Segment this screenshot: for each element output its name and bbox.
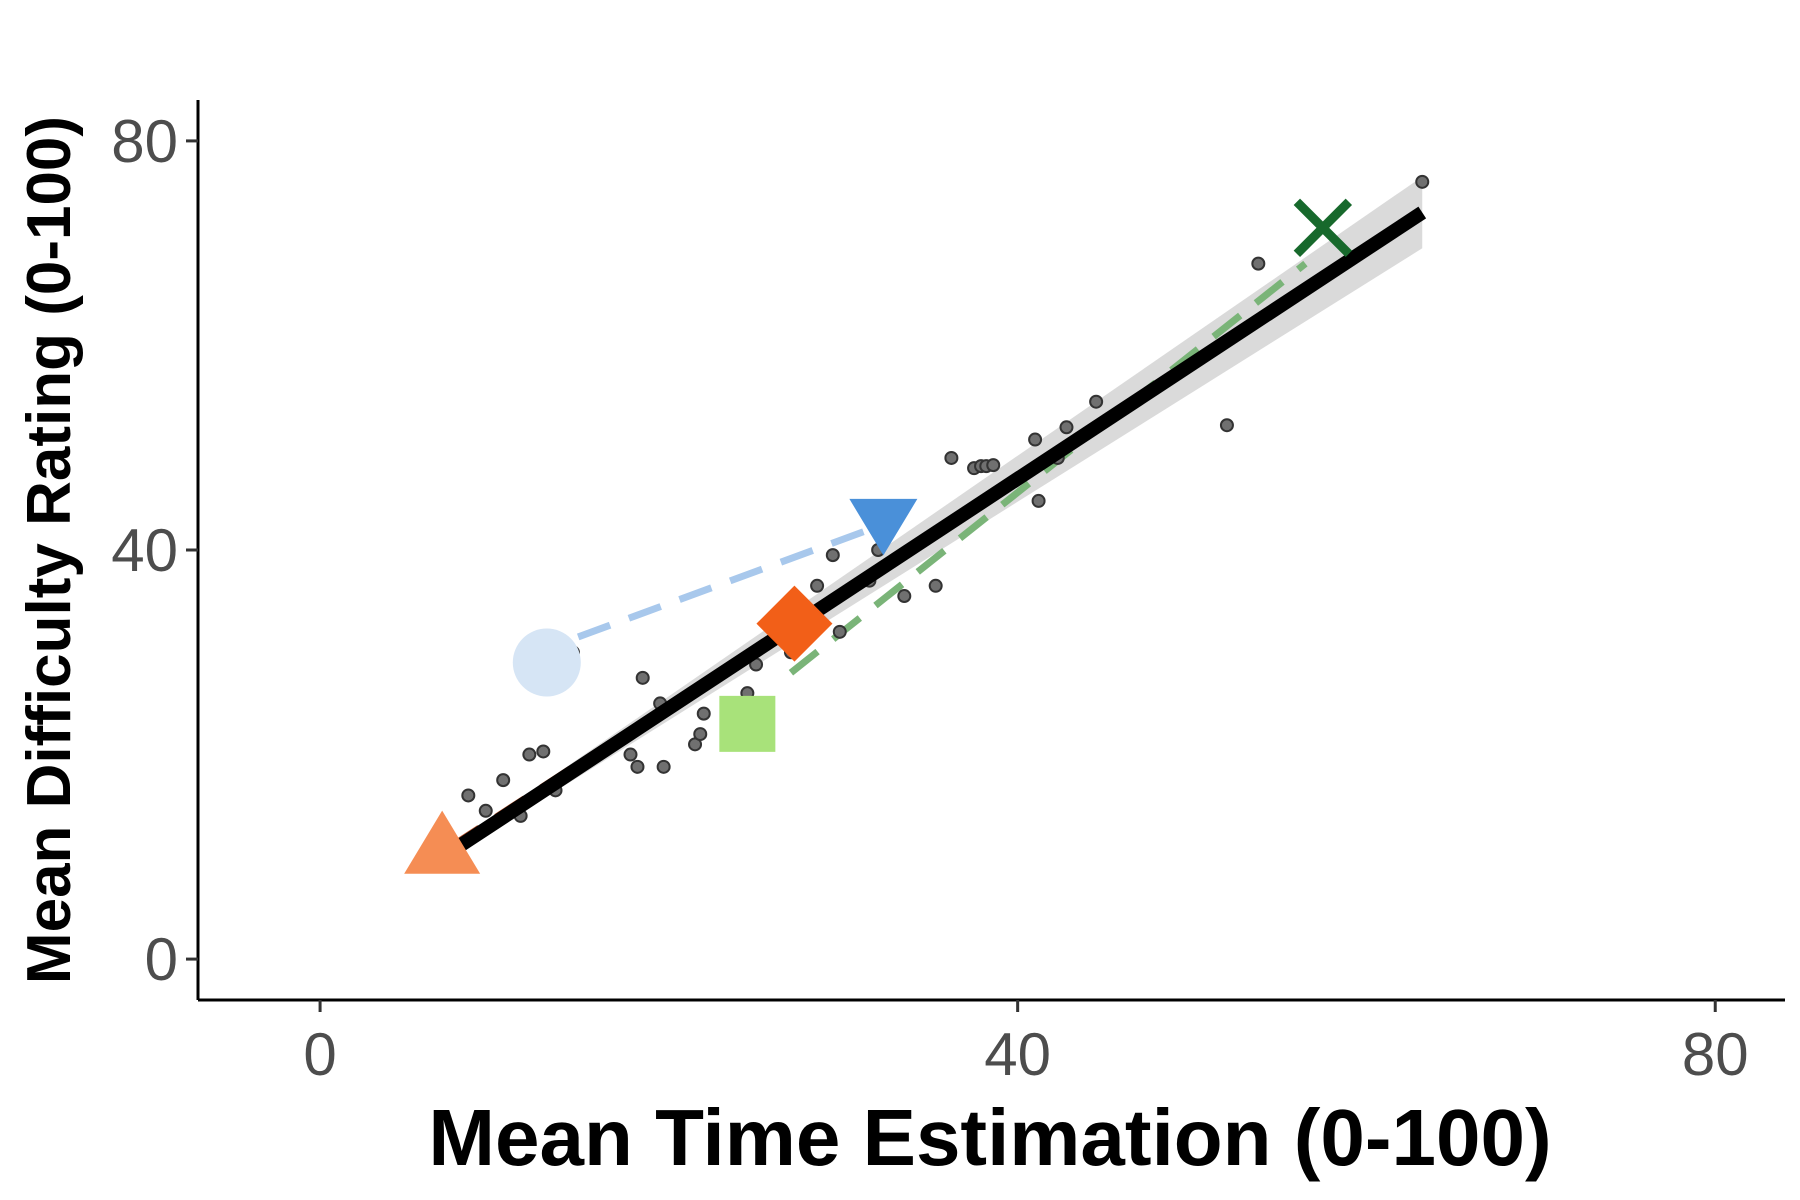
regression-line [447,206,1427,858]
y-tick-label-40: 40 [111,517,178,584]
y-tick-label-0: 0 [145,926,178,993]
highlight-x-marker [1293,198,1353,258]
data-point-3 [496,773,511,788]
regression-layer [447,206,1427,858]
y-axis-title: Mean Difficulty Rating (0-100) [15,116,84,984]
data-point-31 [986,458,1001,473]
highlight-diamond-marker [756,585,833,662]
data-point-5 [522,747,537,762]
highlighted-markers-layer [404,198,1353,874]
axes-layer: 0 40 80 0 40 80 [111,100,1785,1088]
data-point-37 [1219,418,1234,433]
data-point-1 [461,788,476,803]
x-axis-title: Mean Time Estimation (0-100) [428,1093,1551,1182]
data-point-39 [1415,174,1430,189]
data-point-2 [478,803,493,818]
data-point-11 [635,670,650,685]
data-point-38 [1251,256,1266,271]
data-point-26 [928,578,943,593]
data-point-33 [1031,493,1046,508]
data-points-layer [461,174,1430,823]
data-point-15 [693,727,708,742]
data-point-10 [630,759,645,774]
data-point-22 [832,624,847,639]
data-point-20 [810,578,825,593]
data-point-16 [696,706,711,721]
highlight-triangle-down-marker [849,498,918,556]
data-point-32 [1028,432,1043,447]
data-point-25 [897,589,912,604]
highlight-circle-marker [512,628,581,697]
data-point-35 [1059,420,1074,435]
data-point-21 [825,548,840,563]
dashed-line-3 [788,260,1308,676]
y-tick-label-80: 80 [111,108,178,175]
highlight-triangle-up-marker [404,810,481,874]
data-point-27 [944,450,959,465]
x-marker-stroke-2 [1293,198,1353,258]
data-point-9 [623,747,638,762]
x-tick-label-40: 40 [984,1021,1051,1088]
x-tick-label-80: 80 [1682,1021,1749,1088]
x-tick-label-0: 0 [303,1021,336,1088]
data-point-36 [1089,394,1104,409]
data-point-6 [536,744,551,759]
highlight-square-marker [719,695,776,752]
data-point-13 [656,759,671,774]
